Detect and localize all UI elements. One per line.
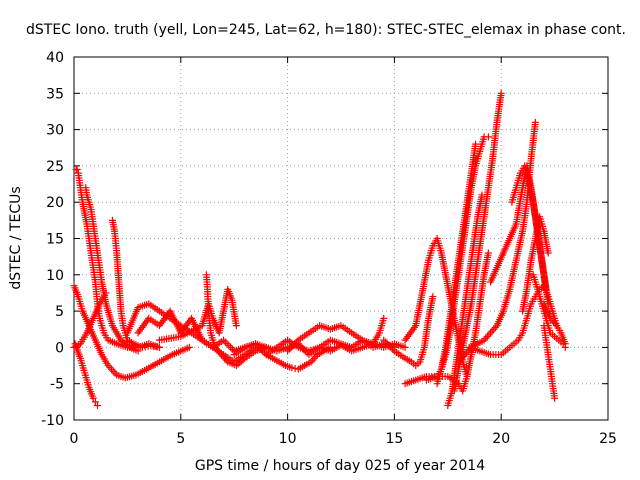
x-axis-label: GPS time / hours of day 025 of year 2014	[195, 458, 485, 474]
data-point	[429, 293, 437, 301]
y-tick-label: 15	[46, 232, 64, 248]
y-tick-label: 0	[55, 340, 64, 356]
data-point	[401, 343, 409, 351]
chart-title: dSTEC Iono. truth (yell, Lon=245, Lat=62…	[26, 22, 626, 38]
data-point	[102, 289, 110, 297]
data-point	[531, 118, 539, 126]
data-point	[73, 166, 81, 174]
y-tick-label: 10	[46, 268, 64, 284]
x-tick-label: 10	[279, 431, 297, 447]
y-axis: -10 -5 0 5 10 15 20 25 30 35 40	[41, 50, 608, 429]
x-tick-label: 20	[492, 431, 510, 447]
y-tick-label: 30	[46, 123, 64, 139]
data-point	[326, 343, 334, 351]
data-point	[561, 340, 569, 348]
y-tick-label: -5	[50, 377, 64, 393]
data-point	[484, 133, 492, 141]
y-tick-label: -10	[41, 413, 64, 429]
x-tick-label: 25	[599, 431, 617, 447]
y-tick-label: 40	[46, 50, 64, 66]
data-point	[232, 322, 240, 330]
y-tick-label: 25	[46, 159, 64, 175]
data-point	[484, 249, 492, 257]
data-point	[380, 314, 388, 322]
data-point	[155, 343, 163, 351]
data-point	[288, 364, 296, 372]
data-points	[70, 89, 569, 409]
data-point	[544, 249, 552, 257]
y-tick-label: 5	[55, 304, 64, 320]
data-point	[239, 356, 247, 364]
y-tick-label: 35	[46, 86, 64, 102]
data-point	[497, 89, 505, 97]
y-tick-label: 20	[46, 195, 64, 211]
data-point	[89, 394, 97, 402]
x-tick-label: 5	[176, 431, 185, 447]
x-tick-label: 0	[70, 431, 79, 447]
data-point	[542, 285, 550, 293]
grid	[74, 57, 608, 420]
data-point	[93, 401, 101, 409]
x-axis: 0 5 10 15 20 25	[70, 57, 617, 447]
y-axis-label: dSTEC / TECUs	[8, 186, 24, 289]
data-point	[551, 394, 559, 402]
data-point	[185, 343, 193, 351]
data-point	[91, 398, 99, 406]
x-tick-label: 15	[385, 431, 403, 447]
data-point	[472, 140, 480, 148]
